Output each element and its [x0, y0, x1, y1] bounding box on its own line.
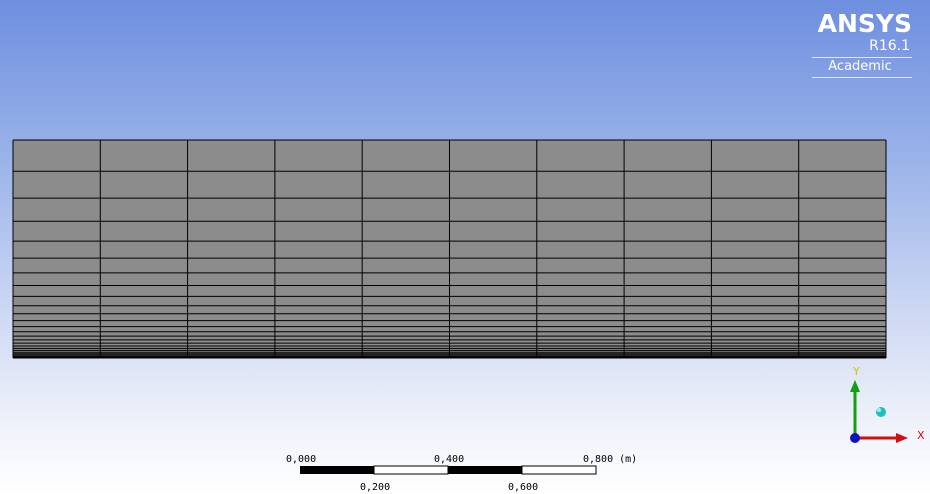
isometric-ball-highlight — [877, 408, 881, 412]
logo-brand: ANSYS — [817, 9, 912, 38]
scale-label-0: 0,000 — [286, 454, 316, 465]
scale-label-400: 0,400 — [434, 454, 464, 465]
x-axis-label: X — [917, 429, 925, 442]
logo-edition-label: Academic — [828, 59, 892, 74]
scale-label-200: 0,200 — [360, 482, 390, 493]
scale-segment-4 — [521, 465, 597, 475]
logo-edition: Academic — [812, 57, 912, 78]
z-axis-origin — [850, 433, 860, 443]
scale-segment-1 — [300, 466, 374, 474]
logo-release: R16.1 — [869, 38, 910, 54]
scale-segment-3 — [448, 466, 522, 474]
isometric-view-ball[interactable] — [876, 407, 886, 417]
ansys-logo: ANSYS R16.1 Academic — [812, 10, 912, 78]
scale-label-600: 0,600 — [508, 482, 538, 493]
y-axis-label: Y — [852, 365, 860, 378]
y-axis-arrowhead — [850, 380, 860, 392]
scale-label-800: 0,800 (m) — [583, 454, 637, 465]
x-axis-arrowhead — [896, 433, 908, 443]
